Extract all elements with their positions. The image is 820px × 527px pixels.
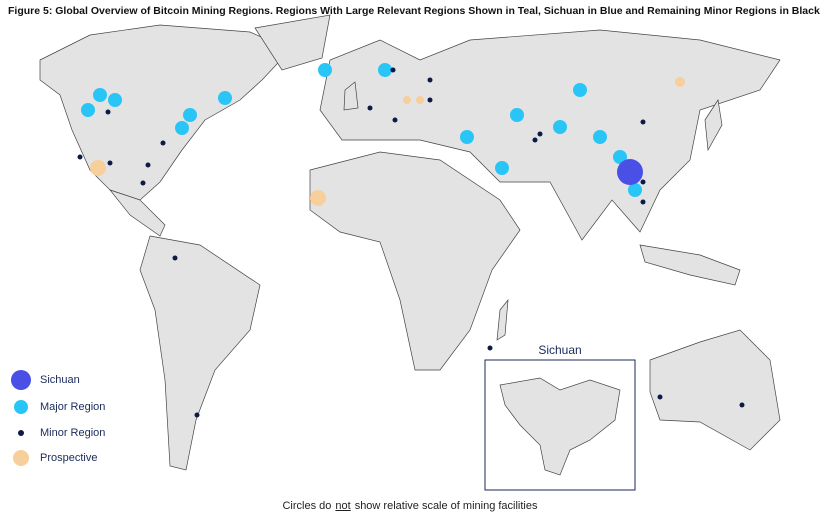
minor-marker: [77, 154, 83, 160]
minor-marker: [487, 345, 493, 351]
major-marker: [81, 103, 95, 117]
minor-marker: [367, 105, 373, 111]
minor-marker: [427, 77, 433, 83]
minor-marker: [172, 255, 178, 261]
major-marker: [175, 121, 189, 135]
eurasia: [319, 29, 781, 241]
north-america: [39, 24, 291, 201]
minor-marker: [194, 412, 200, 418]
africa: [309, 151, 521, 371]
minor-marker: [537, 131, 543, 137]
major-marker: [573, 83, 587, 97]
legend-label: Sichuan: [40, 374, 80, 386]
legend-label: Prospective: [40, 452, 97, 464]
prospective-marker: [310, 190, 326, 206]
major-marker: [318, 63, 332, 77]
minor-marker: [640, 199, 646, 205]
legend-minor: [18, 430, 24, 436]
minor-marker: [145, 162, 151, 168]
minor-marker: [640, 179, 646, 185]
minor-marker: [140, 180, 146, 186]
japan: [704, 99, 723, 152]
major-marker: [108, 93, 122, 107]
minor-marker: [107, 160, 113, 166]
major-marker: [93, 88, 107, 102]
major-marker: [460, 130, 474, 144]
inset-title: Sichuan: [538, 343, 581, 357]
minor-marker: [739, 402, 745, 408]
major-marker: [628, 183, 642, 197]
minor-marker: [390, 67, 396, 73]
major-marker: [218, 91, 232, 105]
footnote-text: show relative scale of mining facilities: [354, 500, 538, 512]
sichuan-shape: [499, 377, 621, 476]
footnote: Circles do not show relative scale of mini…: [0, 500, 820, 512]
major-marker: [553, 120, 567, 134]
prospective-marker: [90, 160, 106, 176]
minor-marker: [160, 140, 166, 146]
minor-marker: [105, 109, 111, 115]
australia: [649, 329, 781, 451]
major-marker: [183, 108, 197, 122]
minor-marker: [427, 97, 433, 103]
uk: [343, 81, 359, 111]
minor-marker: [392, 117, 398, 123]
title: Figure 5: Global Overview of Bitcoin Min…: [8, 5, 820, 17]
indonesia: [639, 244, 741, 286]
major-marker: [593, 130, 607, 144]
footnote-emphasis: not: [335, 500, 351, 512]
legend: Sichuan Major Region Minor Region Prospe…: [11, 370, 105, 466]
prospective-marker: [403, 96, 411, 104]
legend-sichuan: [11, 370, 31, 390]
madagascar: [496, 298, 509, 341]
minor-marker: [657, 394, 663, 400]
major-marker: [613, 150, 627, 164]
continents: [39, 14, 781, 471]
minor-marker: [640, 119, 646, 125]
prospective-marker: [416, 96, 424, 104]
legend-label: Minor Region: [40, 427, 105, 439]
footnote-text: Circles do: [282, 500, 332, 512]
central-america: [108, 189, 166, 237]
major-marker: [510, 108, 524, 122]
minor-marker: [532, 137, 538, 143]
legend-prospective: [13, 450, 29, 466]
greenland: [254, 14, 331, 71]
legend-label: Major Region: [40, 401, 105, 413]
major-marker: [378, 63, 392, 77]
sichuan-marker: [617, 159, 643, 185]
major-marker: [495, 161, 509, 175]
south-america: [139, 235, 261, 471]
markers: [77, 63, 745, 474]
prospective-marker: [675, 77, 685, 87]
legend-major: [14, 400, 28, 414]
